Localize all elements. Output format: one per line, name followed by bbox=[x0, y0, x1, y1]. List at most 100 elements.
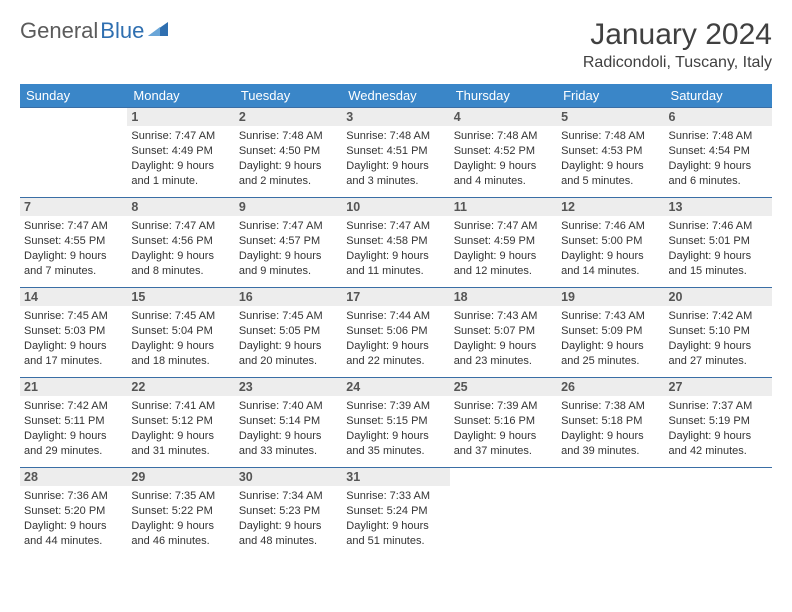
day-number: 10 bbox=[342, 198, 449, 216]
day-number: 15 bbox=[127, 288, 234, 306]
calendar-day-cell: 9 Sunrise: 7:47 AMSunset: 4:57 PMDaylight… bbox=[235, 198, 342, 288]
day-info: Sunrise: 7:39 AMSunset: 5:15 PMDaylight:… bbox=[346, 399, 445, 458]
calendar-day-cell: 20 Sunrise: 7:42 AMSunset: 5:10 PMDayligh… bbox=[665, 288, 772, 378]
day-number: 17 bbox=[342, 288, 449, 306]
day-number: 11 bbox=[450, 198, 557, 216]
calendar-day-cell: 31 Sunrise: 7:33 AMSunset: 5:24 PMDayligh… bbox=[342, 468, 449, 558]
day-number: 29 bbox=[127, 468, 234, 486]
logo-triangle-icon bbox=[148, 22, 168, 36]
day-number: 5 bbox=[557, 108, 664, 126]
day-info: Sunrise: 7:38 AMSunset: 5:18 PMDaylight:… bbox=[561, 399, 660, 458]
calendar-day-cell bbox=[20, 108, 127, 198]
day-info: Sunrise: 7:35 AMSunset: 5:22 PMDaylight:… bbox=[131, 489, 230, 548]
day-number: 2 bbox=[235, 108, 342, 126]
calendar-day-cell: 3Sunrise: 7:48 AMSunset: 4:51 PMDaylight… bbox=[342, 108, 449, 198]
day-number: 13 bbox=[665, 198, 772, 216]
day-number: 8 bbox=[127, 198, 234, 216]
day-info: Sunrise: 7:47 AMSunset: 4:56 PMDaylight:… bbox=[131, 219, 230, 278]
day-info: Sunrise: 7:47 AMSunset: 4:49 PMDaylight:… bbox=[131, 129, 230, 188]
calendar-day-cell: 30 Sunrise: 7:34 AMSunset: 5:23 PMDayligh… bbox=[235, 468, 342, 558]
day-number: 3 bbox=[342, 108, 449, 126]
calendar-day-cell bbox=[665, 468, 772, 558]
day-info: Sunrise: 7:42 AMSunset: 5:11 PMDaylight:… bbox=[24, 399, 123, 458]
day-info: Sunrise: 7:33 AMSunset: 5:24 PMDaylight:… bbox=[346, 489, 445, 548]
day-number: 20 bbox=[665, 288, 772, 306]
calendar-week-row: 14Sunrise: 7:45 AMSunset: 5:03 PMDayligh… bbox=[20, 288, 772, 378]
calendar-day-cell: 14Sunrise: 7:45 AMSunset: 5:03 PMDayligh… bbox=[20, 288, 127, 378]
day-number: 16 bbox=[235, 288, 342, 306]
day-info: Sunrise: 7:45 AMSunset: 5:04 PMDaylight:… bbox=[131, 309, 230, 368]
day-number: 30 bbox=[235, 468, 342, 486]
weekday-header: Tuesday bbox=[235, 84, 342, 108]
day-number: 31 bbox=[342, 468, 449, 486]
day-info: Sunrise: 7:48 AMSunset: 4:53 PMDaylight:… bbox=[561, 129, 660, 188]
calendar-table: Sunday Monday Tuesday Wednesday Thursday… bbox=[20, 84, 772, 558]
calendar-day-cell: 2 Sunrise: 7:48 AMSunset: 4:50 PMDaylight… bbox=[235, 108, 342, 198]
day-number: 25 bbox=[450, 378, 557, 396]
day-info: Sunrise: 7:47 AMSunset: 4:57 PMDaylight:… bbox=[239, 219, 338, 278]
calendar-day-cell: 19 Sunrise: 7:43 AMSunset: 5:09 PMDayligh… bbox=[557, 288, 664, 378]
calendar-day-cell: 7 Sunrise: 7:47 AMSunset: 4:55 PMDaylight… bbox=[20, 198, 127, 288]
day-number: 19 bbox=[557, 288, 664, 306]
calendar-day-cell: 24 Sunrise: 7:39 AMSunset: 5:15 PMDayligh… bbox=[342, 378, 449, 468]
weekday-header: Saturday bbox=[665, 84, 772, 108]
day-info: Sunrise: 7:37 AMSunset: 5:19 PMDaylight:… bbox=[669, 399, 768, 458]
calendar-day-cell: 21 Sunrise: 7:42 AMSunset: 5:11 PMDayligh… bbox=[20, 378, 127, 468]
day-number: 9 bbox=[235, 198, 342, 216]
day-info: Sunrise: 7:43 AMSunset: 5:09 PMDaylight:… bbox=[561, 309, 660, 368]
day-number: 18 bbox=[450, 288, 557, 306]
logo-text-2: Blue bbox=[100, 18, 144, 44]
calendar-week-row: 28Sunrise: 7:36 AMSunset: 5:20 PMDayligh… bbox=[20, 468, 772, 558]
day-info: Sunrise: 7:42 AMSunset: 5:10 PMDaylight:… bbox=[669, 309, 768, 368]
calendar-day-cell: 23 Sunrise: 7:40 AMSunset: 5:14 PMDayligh… bbox=[235, 378, 342, 468]
weekday-header: Sunday bbox=[20, 84, 127, 108]
day-info: Sunrise: 7:48 AMSunset: 4:54 PMDaylight:… bbox=[669, 129, 768, 188]
day-number: 24 bbox=[342, 378, 449, 396]
day-info: Sunrise: 7:44 AMSunset: 5:06 PMDaylight:… bbox=[346, 309, 445, 368]
calendar-week-row: 21 Sunrise: 7:42 AMSunset: 5:11 PMDayligh… bbox=[20, 378, 772, 468]
calendar-day-cell: 11Sunrise: 7:47 AMSunset: 4:59 PMDayligh… bbox=[450, 198, 557, 288]
calendar-day-cell: 26Sunrise: 7:38 AMSunset: 5:18 PMDayligh… bbox=[557, 378, 664, 468]
day-info: Sunrise: 7:46 AMSunset: 5:01 PMDaylight:… bbox=[669, 219, 768, 278]
weekday-header: Thursday bbox=[450, 84, 557, 108]
day-info: Sunrise: 7:48 AMSunset: 4:52 PMDaylight:… bbox=[454, 129, 553, 188]
calendar-day-cell: 15 Sunrise: 7:45 AMSunset: 5:04 PMDayligh… bbox=[127, 288, 234, 378]
weekday-header-row: Sunday Monday Tuesday Wednesday Thursday… bbox=[20, 84, 772, 108]
calendar-day-cell: 13 Sunrise: 7:46 AMSunset: 5:01 PMDayligh… bbox=[665, 198, 772, 288]
month-title: January 2024 bbox=[583, 18, 772, 52]
calendar-day-cell: 16 Sunrise: 7:45 AMSunset: 5:05 PMDayligh… bbox=[235, 288, 342, 378]
day-number: 12 bbox=[557, 198, 664, 216]
location: Radicondoli, Tuscany, Italy bbox=[583, 54, 772, 72]
day-number: 23 bbox=[235, 378, 342, 396]
title-block: January 2024 Radicondoli, Tuscany, Italy bbox=[583, 18, 772, 72]
calendar-day-cell bbox=[557, 468, 664, 558]
calendar-day-cell: 22 Sunrise: 7:41 AMSunset: 5:12 PMDayligh… bbox=[127, 378, 234, 468]
header: General Blue January 2024 Radicondoli, T… bbox=[20, 18, 772, 72]
calendar-day-cell: 25Sunrise: 7:39 AMSunset: 5:16 PMDayligh… bbox=[450, 378, 557, 468]
calendar-day-cell bbox=[450, 468, 557, 558]
calendar-day-cell: 4Sunrise: 7:48 AMSunset: 4:52 PMDaylight… bbox=[450, 108, 557, 198]
day-info: Sunrise: 7:41 AMSunset: 5:12 PMDaylight:… bbox=[131, 399, 230, 458]
day-info: Sunrise: 7:34 AMSunset: 5:23 PMDaylight:… bbox=[239, 489, 338, 548]
calendar-day-cell: 6 Sunrise: 7:48 AMSunset: 4:54 PMDaylight… bbox=[665, 108, 772, 198]
day-number: 28 bbox=[20, 468, 127, 486]
day-info: Sunrise: 7:48 AMSunset: 4:50 PMDaylight:… bbox=[239, 129, 338, 188]
calendar-day-cell: 18 Sunrise: 7:43 AMSunset: 5:07 PMDayligh… bbox=[450, 288, 557, 378]
day-number: 7 bbox=[20, 198, 127, 216]
day-number: 27 bbox=[665, 378, 772, 396]
day-info: Sunrise: 7:43 AMSunset: 5:07 PMDaylight:… bbox=[454, 309, 553, 368]
day-number: 22 bbox=[127, 378, 234, 396]
day-info: Sunrise: 7:45 AMSunset: 5:05 PMDaylight:… bbox=[239, 309, 338, 368]
calendar-week-row: 7 Sunrise: 7:47 AMSunset: 4:55 PMDaylight… bbox=[20, 198, 772, 288]
day-info: Sunrise: 7:40 AMSunset: 5:14 PMDaylight:… bbox=[239, 399, 338, 458]
calendar-day-cell: 28Sunrise: 7:36 AMSunset: 5:20 PMDayligh… bbox=[20, 468, 127, 558]
day-info: Sunrise: 7:46 AMSunset: 5:00 PMDaylight:… bbox=[561, 219, 660, 278]
weekday-header: Wednesday bbox=[342, 84, 449, 108]
calendar-day-cell: 29 Sunrise: 7:35 AMSunset: 5:22 PMDayligh… bbox=[127, 468, 234, 558]
calendar-day-cell: 1 Sunrise: 7:47 AMSunset: 4:49 PMDaylight… bbox=[127, 108, 234, 198]
logo: General Blue bbox=[20, 18, 168, 44]
day-info: Sunrise: 7:47 AMSunset: 4:55 PMDaylight:… bbox=[24, 219, 123, 278]
day-number: 1 bbox=[127, 108, 234, 126]
day-number: 21 bbox=[20, 378, 127, 396]
day-number: 6 bbox=[665, 108, 772, 126]
